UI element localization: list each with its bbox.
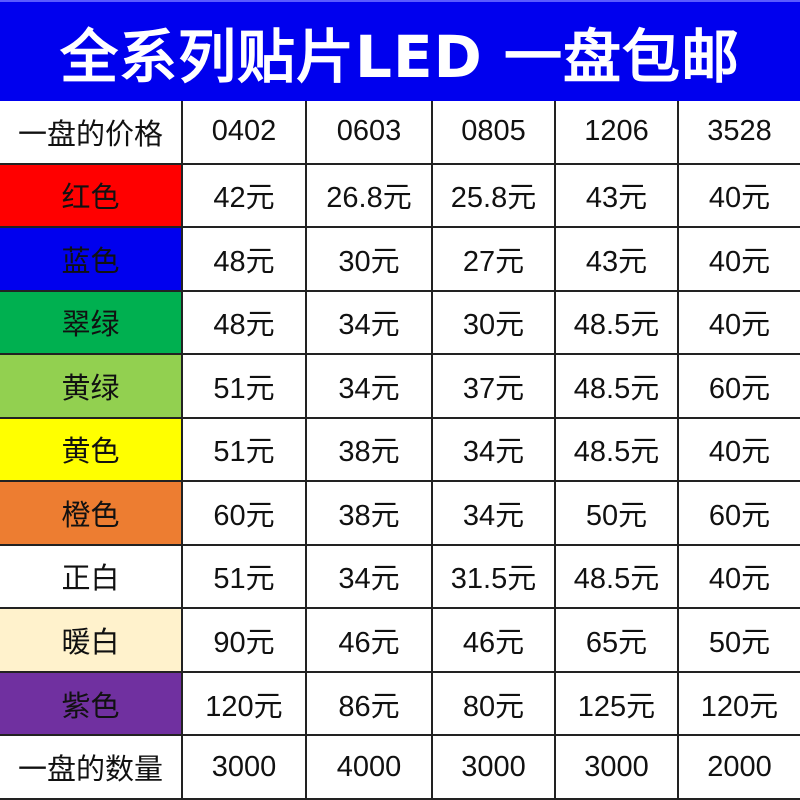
price-cell: 51元 xyxy=(181,353,307,419)
price-cell: 60元 xyxy=(677,480,800,546)
price-cell: 51元 xyxy=(181,543,307,610)
price-cell: 120元 xyxy=(677,670,800,737)
quantity-label: 一盘的数量 xyxy=(0,734,183,800)
price-cell: 60元 xyxy=(181,480,307,546)
price-cell: 43元 xyxy=(554,226,679,292)
price-cell: 42元 xyxy=(181,162,307,229)
price-cell: 50元 xyxy=(677,607,800,673)
price-cell: 38元 xyxy=(305,416,433,483)
price-cell: 48元 xyxy=(181,226,307,292)
color-label: 正白 xyxy=(0,543,183,610)
price-cell: 120元 xyxy=(181,670,307,737)
table-row: 橙色 60元 38元 34元 50元 60元 xyxy=(0,480,800,546)
price-cell: 26.8元 xyxy=(305,162,433,229)
column-header: 0805 xyxy=(431,101,556,165)
price-cell: 40元 xyxy=(677,226,800,292)
price-cell: 30元 xyxy=(305,226,433,292)
price-cell: 34元 xyxy=(305,353,433,419)
price-cell: 86元 xyxy=(305,670,433,737)
price-table: 一盘的价格 0402 0603 0805 1206 3528 红色 42元 26.8元 25.8元… xyxy=(0,101,800,800)
price-cell: 46元 xyxy=(305,607,433,673)
price-cell: 43元 xyxy=(554,162,679,229)
price-cell: 34元 xyxy=(431,416,556,483)
price-cell: 25.8元 xyxy=(431,162,556,229)
price-cell: 48.5元 xyxy=(554,289,679,356)
table-row: 蓝色 48元 30元 27元 43元 40元 xyxy=(0,226,800,292)
table-row: 紫色 120元 86元 80元 125元 120元 xyxy=(0,670,800,737)
price-cell: 125元 xyxy=(554,670,679,737)
price-cell: 37元 xyxy=(431,353,556,419)
table-row: 红色 42元 26.8元 25.8元 43元 40元 xyxy=(0,162,800,229)
quantity-cell: 3000 xyxy=(554,734,679,800)
column-header: 3528 xyxy=(677,101,800,165)
price-cell: 27元 xyxy=(431,226,556,292)
quantity-cell: 2000 xyxy=(677,734,800,800)
header-row: 一盘的价格 0402 0603 0805 1206 3528 xyxy=(0,101,800,165)
price-cell: 38元 xyxy=(305,480,433,546)
price-cell: 50元 xyxy=(554,480,679,546)
price-cell: 31.5元 xyxy=(431,543,556,610)
table-row: 暖白 90元 46元 46元 65元 50元 xyxy=(0,607,800,673)
price-cell: 65元 xyxy=(554,607,679,673)
price-cell: 46元 xyxy=(431,607,556,673)
table-row: 翠绿 48元 34元 30元 48.5元 40元 xyxy=(0,289,800,356)
price-cell: 40元 xyxy=(677,416,800,483)
column-header: 0402 xyxy=(181,101,307,165)
quantity-cell: 3000 xyxy=(181,734,307,800)
color-label: 翠绿 xyxy=(0,289,183,356)
table-row: 黄绿 51元 34元 37元 48.5元 60元 xyxy=(0,353,800,419)
header-label: 一盘的价格 xyxy=(0,101,183,165)
color-label: 红色 xyxy=(0,162,183,229)
quantity-cell: 4000 xyxy=(305,734,433,800)
price-cell: 30元 xyxy=(431,289,556,356)
price-cell: 34元 xyxy=(305,543,433,610)
banner-title: 全系列贴片LED 一盘包邮 xyxy=(0,0,800,101)
column-header: 1206 xyxy=(554,101,679,165)
color-label: 紫色 xyxy=(0,670,183,737)
price-cell: 48.5元 xyxy=(554,543,679,610)
price-cell: 40元 xyxy=(677,162,800,229)
price-cell: 48元 xyxy=(181,289,307,356)
price-cell: 90元 xyxy=(181,607,307,673)
price-cell: 40元 xyxy=(677,543,800,610)
price-cell: 51元 xyxy=(181,416,307,483)
price-cell: 34元 xyxy=(305,289,433,356)
quantity-cell: 3000 xyxy=(431,734,556,800)
price-cell: 48.5元 xyxy=(554,416,679,483)
price-cell: 40元 xyxy=(677,289,800,356)
price-cell: 34元 xyxy=(431,480,556,546)
table-row: 正白 51元 34元 31.5元 48.5元 40元 xyxy=(0,543,800,610)
table-row: 黄色 51元 38元 34元 48.5元 40元 xyxy=(0,416,800,483)
price-cell: 48.5元 xyxy=(554,353,679,419)
color-label: 橙色 xyxy=(0,480,183,546)
color-label: 黄色 xyxy=(0,416,183,483)
column-header: 0603 xyxy=(305,101,433,165)
quantity-row: 一盘的数量 3000 4000 3000 3000 2000 xyxy=(0,734,800,800)
color-label: 黄绿 xyxy=(0,353,183,419)
color-label: 暖白 xyxy=(0,607,183,673)
price-cell: 60元 xyxy=(677,353,800,419)
color-label: 蓝色 xyxy=(0,226,183,292)
price-cell: 80元 xyxy=(431,670,556,737)
